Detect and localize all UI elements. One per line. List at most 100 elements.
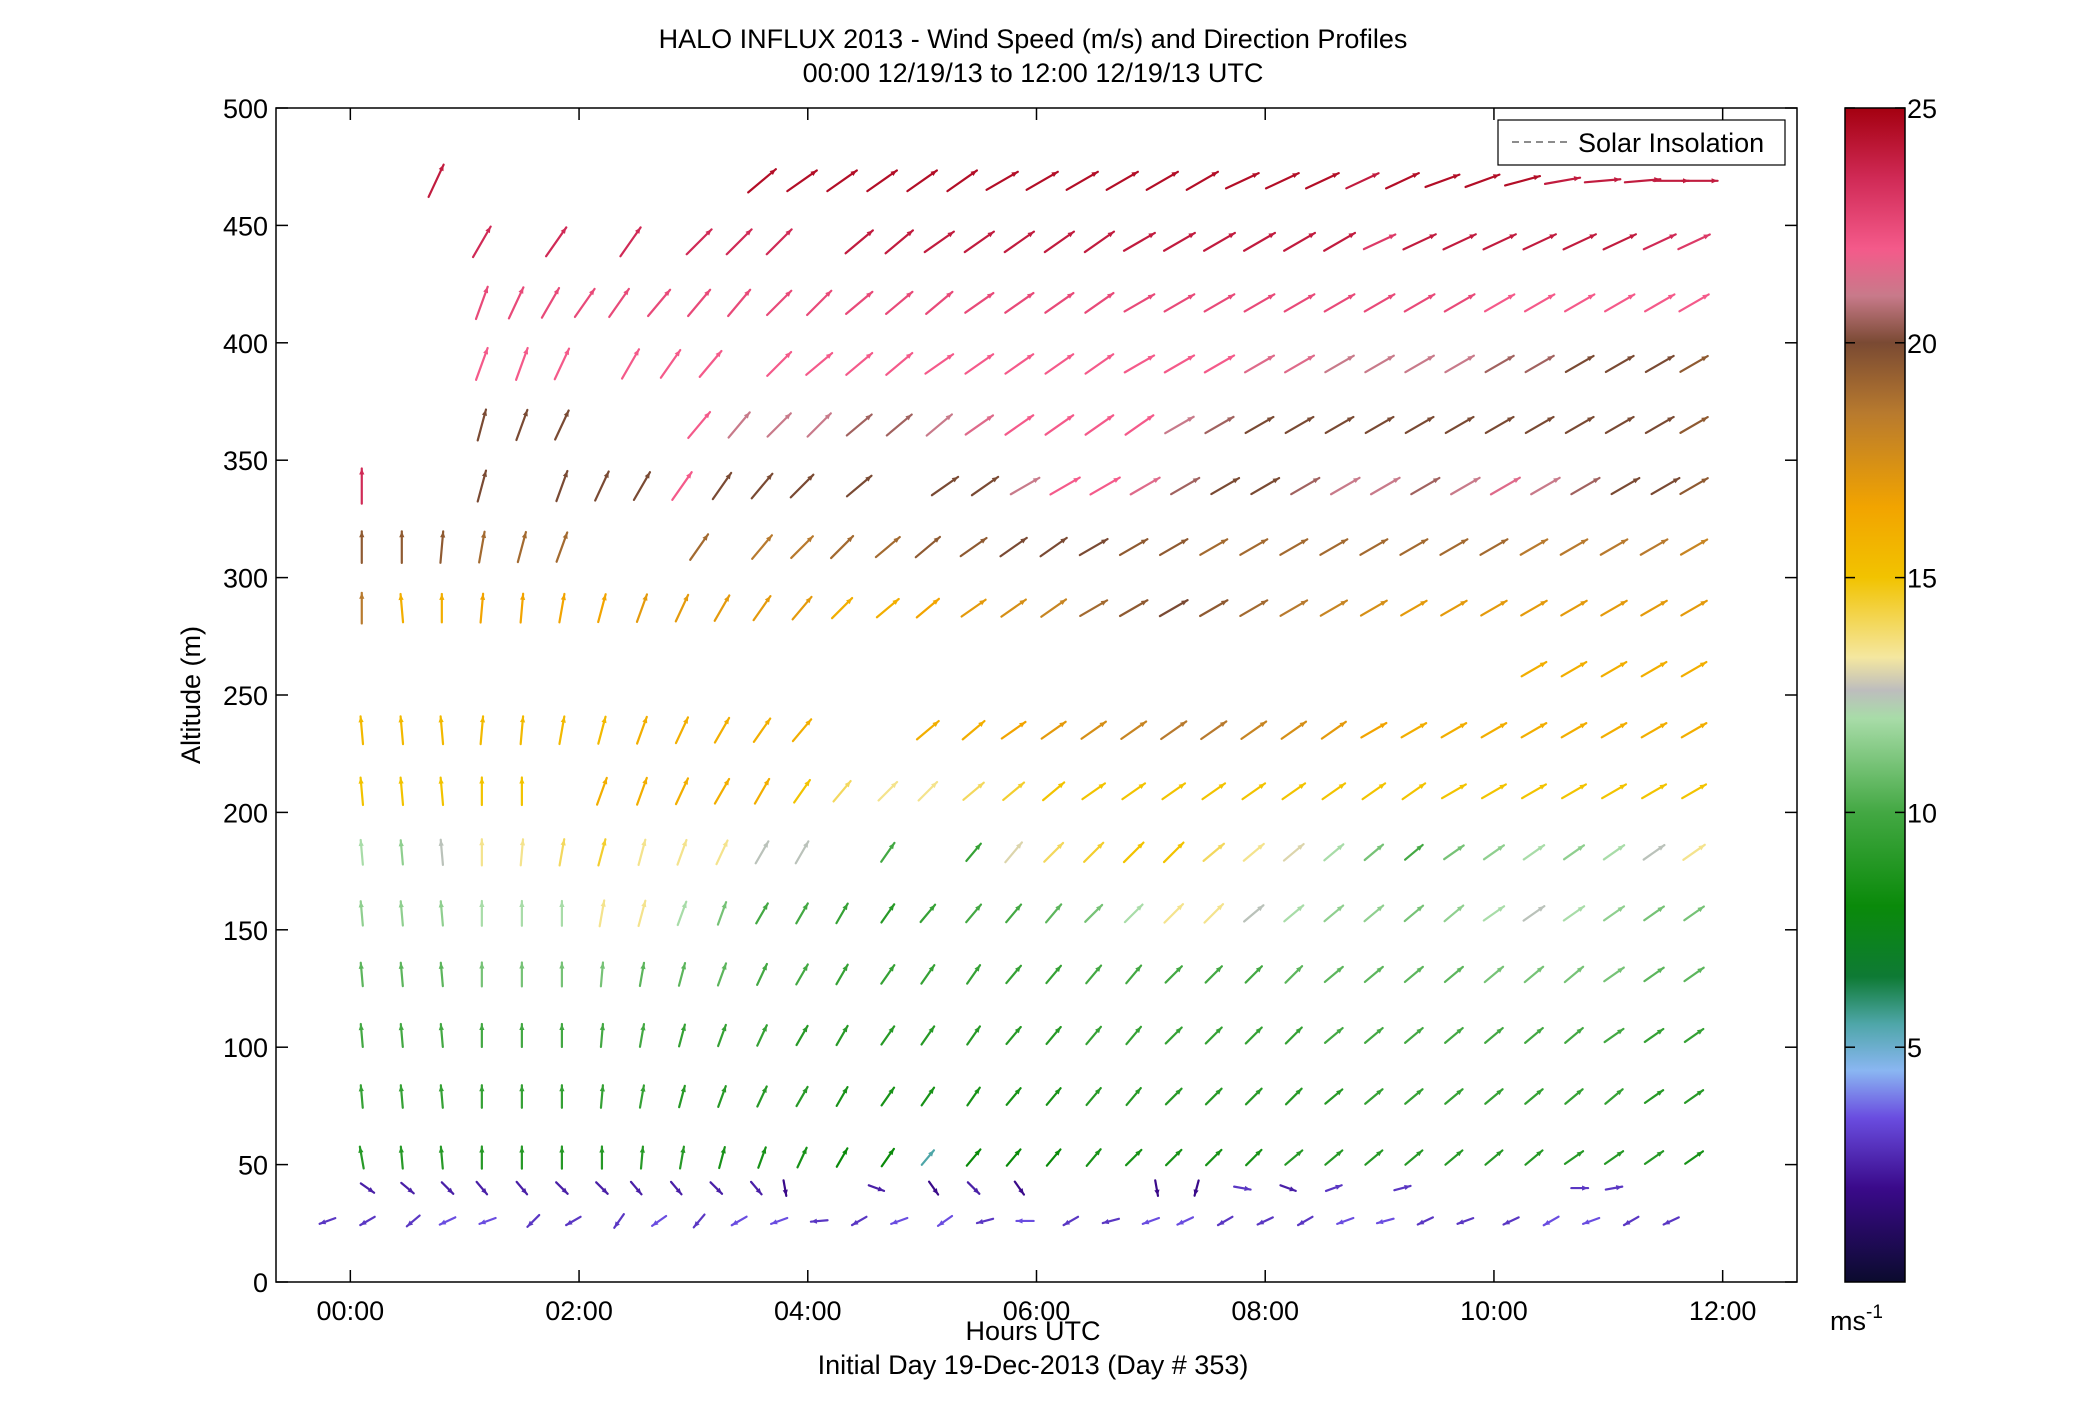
wind-arrow	[1044, 353, 1075, 375]
wind-arrow-head	[932, 721, 939, 727]
wind-arrow-head	[1417, 1219, 1425, 1225]
wind-arrow	[1400, 599, 1428, 617]
wind-arrow	[1564, 1026, 1584, 1044]
wind-arrow-head	[439, 1219, 447, 1225]
wind-arrow	[795, 1024, 809, 1047]
wind-arrow	[1203, 903, 1225, 924]
wind-arrow	[478, 530, 487, 564]
wind-arrow-head	[1699, 784, 1706, 790]
wind-arrow	[880, 903, 896, 924]
wind-arrow	[1025, 170, 1059, 191]
wind-arrow	[1602, 233, 1637, 251]
wind-arrow-head	[1306, 416, 1314, 423]
wind-arrow	[1482, 905, 1506, 922]
wind-arrow	[1123, 293, 1156, 313]
wind-arrow	[1363, 843, 1385, 862]
wind-arrow	[1120, 720, 1148, 740]
wind-arrow	[999, 536, 1028, 558]
wind-arrow	[438, 1084, 444, 1109]
wind-arrow-head	[564, 348, 570, 356]
wind-arrow-head	[1146, 415, 1154, 421]
wind-arrow-head	[1580, 539, 1588, 545]
wind-arrow	[1085, 1025, 1103, 1046]
wind-arrow	[915, 719, 940, 741]
wind-arrow	[1125, 964, 1143, 985]
wind-arrow-head	[1026, 293, 1034, 299]
wind-arrow	[519, 1084, 525, 1109]
wind-arrow-head	[559, 900, 565, 907]
wind-arrow	[1403, 965, 1424, 984]
wind-arrow-head	[1376, 1028, 1383, 1034]
wind-arrow-head	[641, 839, 647, 847]
wind-arrow-head	[560, 593, 566, 601]
wind-arrow-head	[980, 538, 987, 544]
wind-arrow	[438, 961, 444, 988]
wind-arrow	[398, 839, 404, 866]
wind-arrow-head	[1215, 966, 1222, 973]
wind-arrow	[1244, 1026, 1263, 1045]
wind-arrow-head	[761, 1086, 767, 1094]
wind-arrow	[920, 964, 936, 985]
wind-arrow-head	[1113, 477, 1120, 483]
wind-arrow	[1680, 178, 1719, 184]
wind-arrow-head	[1503, 1219, 1511, 1225]
wind-arrow-head	[893, 537, 900, 543]
wind-arrow-head	[1700, 539, 1708, 545]
wind-arrow-head	[358, 1024, 364, 1031]
wind-arrow	[1361, 782, 1387, 801]
wind-arrow	[1679, 538, 1709, 556]
wind-arrow	[1443, 904, 1465, 923]
wind-arrow	[1085, 1148, 1102, 1167]
wind-arrow-head	[715, 1187, 723, 1194]
wind-arrow	[880, 1025, 896, 1046]
wind-arrow-head	[1091, 171, 1098, 178]
wind-arrow	[1279, 1184, 1297, 1192]
wind-arrow	[1650, 476, 1681, 496]
wind-arrow-head	[599, 962, 606, 969]
wind-arrow	[970, 475, 1000, 497]
wind-arrow	[752, 595, 772, 622]
wind-arrow	[1684, 1150, 1705, 1165]
wind-arrow-head	[761, 1025, 767, 1032]
wind-arrow-head	[1420, 600, 1427, 607]
wind-arrow	[1601, 783, 1628, 800]
wind-arrow-head	[766, 535, 772, 542]
wind-arrow	[359, 1182, 376, 1194]
wind-arrow-head	[1659, 723, 1667, 729]
wind-arrow-head	[1579, 662, 1587, 668]
wind-arrow-head	[358, 1146, 364, 1154]
wind-arrow	[1484, 1026, 1504, 1044]
wind-arrow-head	[847, 536, 854, 543]
wind-arrow	[1402, 233, 1437, 251]
wind-arrow	[476, 469, 488, 503]
wind-arrow	[845, 290, 874, 315]
wind-arrow-head	[358, 901, 364, 908]
wind-arrow	[1158, 599, 1189, 618]
wind-arrow	[439, 530, 446, 564]
wind-arrow-head	[850, 170, 857, 177]
wind-arrow	[786, 169, 818, 193]
wind-arrow	[877, 780, 899, 802]
wind-arrow	[965, 903, 983, 924]
wind-arrow-head	[601, 839, 607, 846]
wind-arrow-head	[1419, 723, 1427, 729]
wind-arrow	[1039, 536, 1068, 558]
wind-arrow	[1600, 722, 1628, 739]
wind-arrow	[1000, 720, 1027, 740]
wind-arrow-head	[888, 904, 895, 911]
wind-arrow	[1683, 905, 1705, 922]
wind-arrow-head	[1140, 600, 1148, 606]
wind-arrow-shaft	[946, 169, 979, 193]
wind-arrow-head	[1135, 1149, 1142, 1156]
wind-arrow-head	[1536, 1089, 1543, 1096]
wind-arrow	[1456, 1216, 1475, 1225]
wind-arrow	[1403, 1026, 1424, 1044]
wind-arrow	[1363, 904, 1385, 923]
wind-arrow	[1083, 841, 1105, 863]
wind-arrow	[1401, 782, 1427, 801]
x-tick-label: 12:00	[1689, 1296, 1757, 1326]
wind-arrow-head	[784, 413, 791, 420]
wind-arrow	[1284, 1149, 1304, 1166]
wind-arrow-head	[1019, 599, 1026, 606]
